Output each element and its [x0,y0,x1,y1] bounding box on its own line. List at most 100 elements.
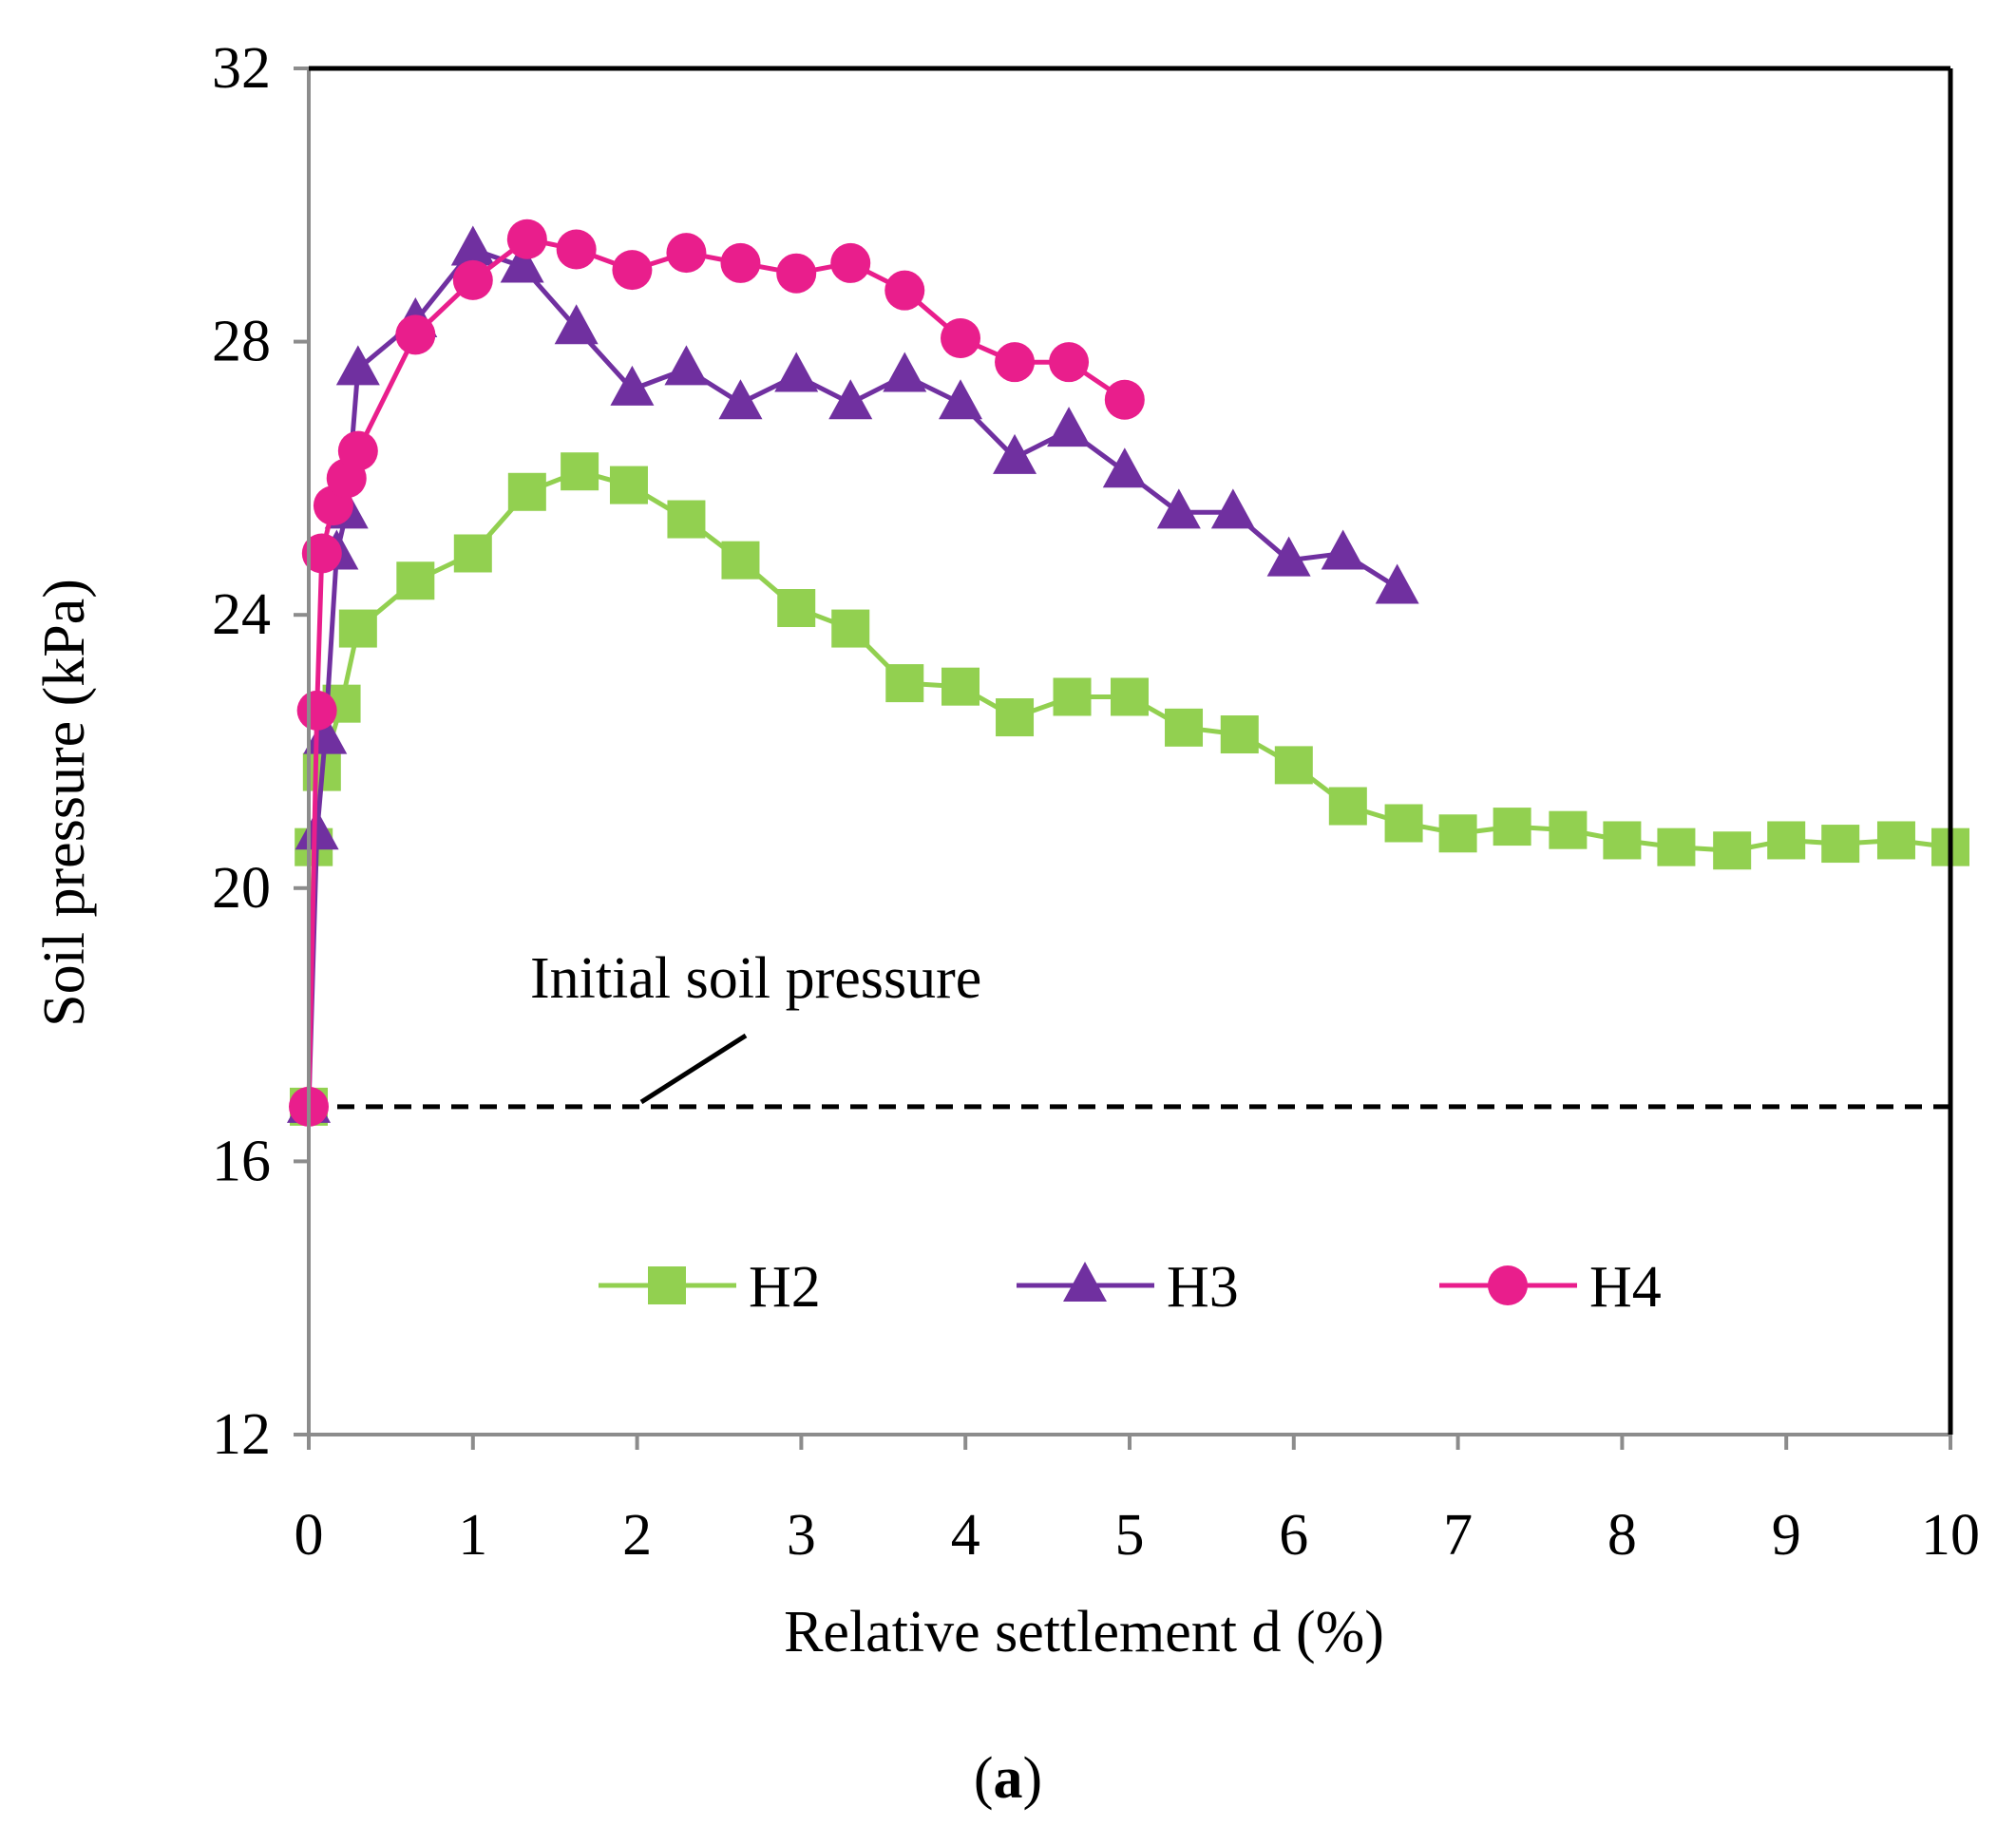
series-h4-point [941,318,981,359]
x-tick-label: 0 [295,1503,324,1568]
series-h2-point [1876,821,1915,860]
x-tick-label: 9 [1772,1503,1801,1568]
series-h2-line [306,468,1951,1107]
caption-close: ) [1023,1746,1043,1811]
legend-h3-label: H3 [1167,1255,1239,1320]
series-h3-point [1375,563,1419,604]
series-h3-point [1210,488,1255,529]
series-h2-point [721,541,760,580]
caption-open: ( [974,1746,994,1811]
series-h3-point [295,809,339,850]
series-h2-point [1657,827,1696,866]
y-tick-label: 24 [212,582,271,647]
axes-layer [294,66,1953,1450]
series-h4-point [1104,379,1145,420]
series-h4-point [395,314,436,355]
series-h3-point [718,379,763,420]
series-h3-point [1047,407,1092,447]
series-h2-point [609,466,648,504]
series-h2-point [561,452,599,491]
series-h2-point [453,534,492,573]
series-h4-point [720,242,761,283]
series-h2-point [1713,831,1752,870]
series-h4-point [1049,342,1090,383]
x-tick-label: 2 [622,1503,652,1568]
series-h4 [289,219,1145,1127]
y-tick-label: 16 [212,1129,271,1193]
series-h2-point [1165,708,1204,747]
series-h4-point [995,342,1036,383]
series-h2-point [1438,814,1477,853]
x-axis-title: Relative settlement d (%) [784,1600,1384,1664]
caption-letter: a [994,1746,1023,1811]
x-tick-label: 5 [1115,1503,1145,1568]
series-h4-point [776,253,817,294]
series-h4-point [666,233,707,274]
series-h2-point [1603,821,1642,860]
series-h3-point [450,225,495,266]
series-h2-point [1549,810,1588,849]
series-h4-point [337,430,378,471]
series-h2-point [777,589,816,628]
series-h2-point [667,500,706,539]
series-h2-point [941,667,980,706]
series-h2-point [1274,746,1313,785]
y-tick-label: 12 [212,1402,271,1467]
series-h4-point [506,219,547,259]
series-layer [287,219,1969,1127]
series-h2-point [1053,677,1092,716]
y-tick-label: 28 [212,310,271,374]
series-h2-point [396,561,435,600]
legend-h2-marker [648,1266,686,1304]
series-h2-point [1821,825,1860,864]
series-h2-point [1328,787,1367,826]
series-h3-point [939,379,983,420]
series-h2-point [996,698,1035,737]
legend-h2-label: H2 [749,1255,821,1320]
series-h2-point [338,609,377,648]
series-h3-point [610,365,655,406]
series-h3-point [828,379,873,420]
series-h4-point [612,250,653,291]
legend-h4-marker [1488,1265,1528,1305]
y-axis-title: Soil pressure (kPa) [32,579,97,1027]
series-h2-point [1384,804,1423,843]
series-h2-point [1493,808,1531,846]
series-h2-point [507,472,546,511]
x-tick-label: 3 [787,1503,816,1568]
series-h3-point [1266,536,1311,577]
series-h3-point [1102,447,1147,488]
y-tick-label: 32 [212,36,271,101]
figure-caption: (a) [974,1746,1042,1811]
series-h4-point [884,270,925,311]
series-h4-point [452,259,493,300]
series-h4-point [296,690,337,731]
x-tick-label: 6 [1279,1503,1308,1568]
series-h3-point [1156,488,1201,529]
series-h4-point [556,229,597,270]
initial-pressure-annotation: Initial soil pressure [530,946,981,1011]
legend-h4-label: H4 [1589,1255,1662,1320]
series-h2-point [1111,677,1149,716]
x-tick-label: 8 [1607,1503,1637,1568]
series-h3-point [1321,529,1365,570]
series-h3-point [993,433,1037,474]
y-tick-label: 20 [212,856,271,921]
x-tick-label: 7 [1443,1503,1473,1568]
series-h4-point [830,242,871,283]
series-h3-point [774,352,819,392]
series-h4-point [301,533,342,574]
series-h3-point [554,304,599,345]
x-tick-label: 4 [951,1503,980,1568]
x-tick-label: 10 [1921,1503,1980,1568]
x-tick-label: 1 [458,1503,487,1568]
series-h2-point [831,609,870,648]
series-h2-point [885,664,924,703]
series-h2-point [1220,715,1259,754]
series-h2-point [1767,821,1806,860]
series-h3-point [335,345,380,386]
series-h3-point [883,352,927,392]
